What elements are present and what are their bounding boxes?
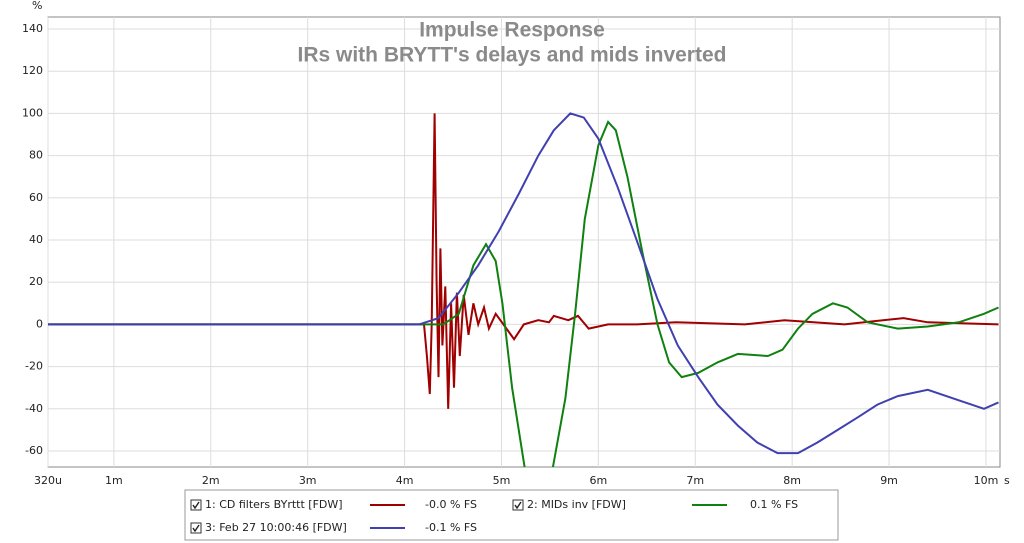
x-tick-label: 5m <box>493 474 511 487</box>
legend-value: -0.1 % FS <box>425 521 477 534</box>
y-tick-label: 20 <box>29 275 43 288</box>
legend-label: 1: CD filters BYrttt [FDW] <box>205 498 343 511</box>
legend-check <box>192 501 200 510</box>
y-tick-label: 120 <box>22 64 43 77</box>
x-tick-label: 7m <box>686 474 704 487</box>
x-tick-label: 3m <box>299 474 317 487</box>
legend-checkbox[interactable] <box>512 499 524 511</box>
chart-title: Impulse Response <box>419 19 605 42</box>
y-tick-label: 80 <box>29 149 43 162</box>
x-tick-label: 4m <box>396 474 414 487</box>
legend-checkbox[interactable] <box>190 499 202 511</box>
series-group <box>48 112 999 467</box>
legend-label: 2: MIDs inv [FDW] <box>527 498 626 511</box>
legend-value: 0.1 % FS <box>750 498 798 511</box>
y-tick-label: -60 <box>25 444 43 457</box>
chart-subtitle: IRs with BRYTT's delays and mids inverte… <box>298 44 727 67</box>
y-axis-label: % <box>32 0 42 12</box>
legend-box <box>184 489 839 541</box>
y-tick-label: -40 <box>25 402 43 415</box>
plot-area <box>47 16 1001 468</box>
x-tick-label: 6m <box>590 474 608 487</box>
y-tick-label: 60 <box>29 191 43 204</box>
y-tick-label: 0 <box>36 317 43 330</box>
x-axis-unit: s <box>1004 474 1010 487</box>
legend-check <box>192 524 200 533</box>
y-tick-label: -20 <box>25 360 43 373</box>
x-tick-label: 320u <box>34 474 62 487</box>
y-tick-label: 100 <box>22 106 43 119</box>
x-tick-label: 9m <box>880 474 898 487</box>
x-tick-label: 10m <box>974 474 999 487</box>
x-tick-label: 2m <box>202 474 220 487</box>
x-tick-label: 8m <box>783 474 801 487</box>
legend-value: -0.0 % FS <box>425 498 477 511</box>
y-tick-label: 40 <box>29 233 43 246</box>
x-tick-label: 1m <box>105 474 123 487</box>
series-line <box>48 113 999 409</box>
series-line <box>48 120 999 467</box>
legend-checkbox[interactable] <box>190 522 202 534</box>
legend-check <box>514 501 522 510</box>
legend-label: 3: Feb 27 10:00:46 [FDW] <box>205 521 347 534</box>
series-line <box>48 112 999 455</box>
y-tick-label: 140 <box>22 22 43 35</box>
